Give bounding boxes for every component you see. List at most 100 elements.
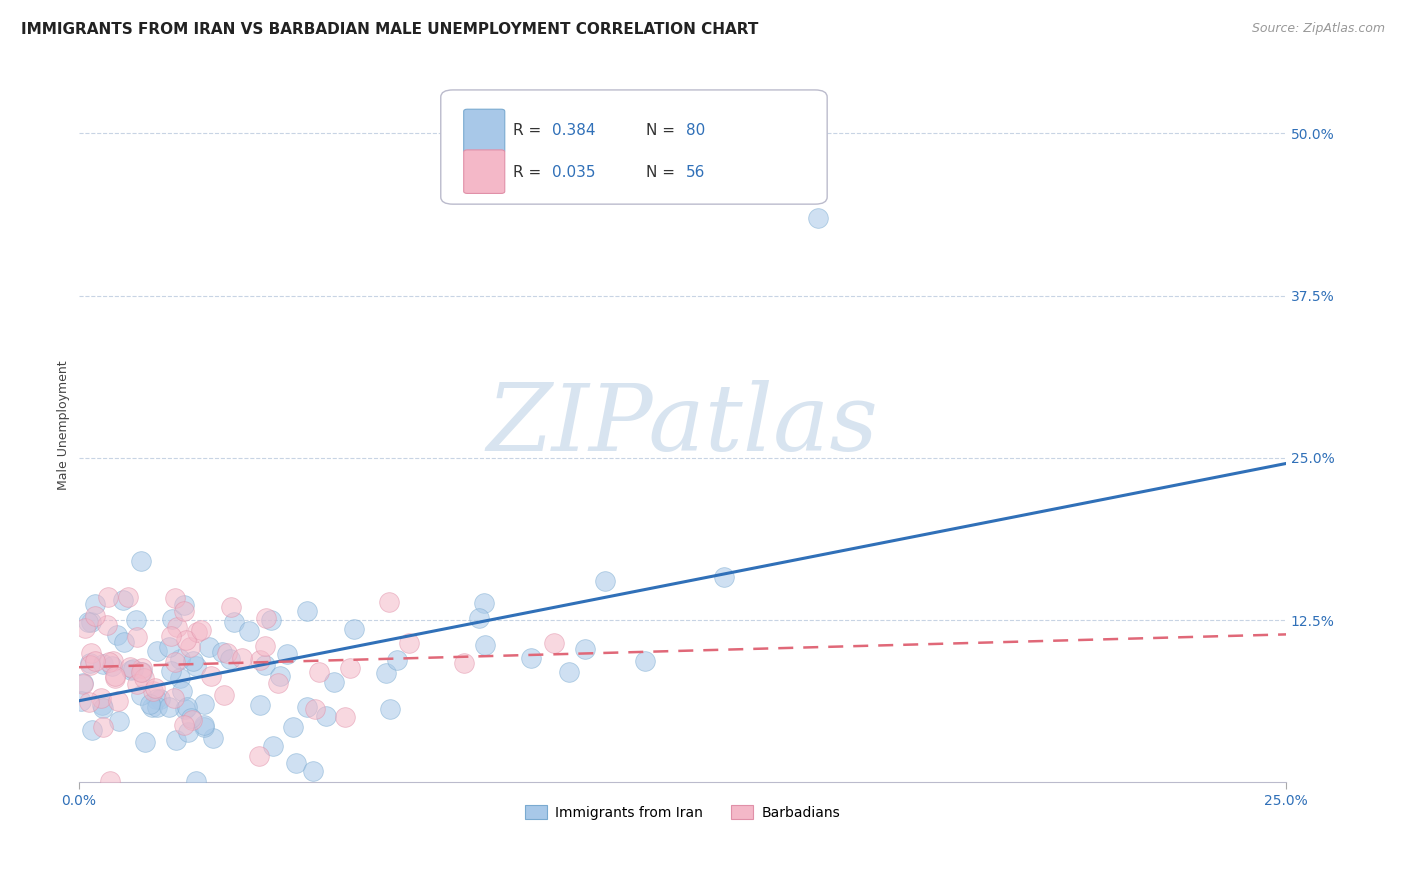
Point — [107, 694, 129, 708]
Point — [193, 698, 215, 712]
Point — [343, 622, 366, 636]
Point — [105, 628, 128, 642]
Point — [193, 718, 215, 732]
Point — [472, 596, 495, 610]
Point — [262, 739, 284, 753]
Point — [387, 653, 409, 667]
Point — [219, 600, 242, 615]
Point — [174, 632, 197, 647]
Point — [267, 675, 290, 690]
FancyBboxPatch shape — [440, 90, 827, 204]
Point — [79, 646, 101, 660]
Point — [79, 656, 101, 670]
Point — [169, 671, 191, 685]
Point — [90, 691, 112, 706]
Point — [193, 720, 215, 734]
Point — [231, 651, 253, 665]
Point — [211, 645, 233, 659]
Point — [163, 656, 186, 670]
Point — [378, 702, 401, 716]
Point — [269, 669, 291, 683]
Point — [315, 708, 337, 723]
Point — [125, 630, 148, 644]
Point — [181, 713, 204, 727]
Point — [254, 658, 277, 673]
Point — [398, 635, 420, 649]
Point — [304, 701, 326, 715]
Point — [323, 675, 346, 690]
Point — [179, 640, 201, 654]
Point — [91, 698, 114, 712]
Point — [91, 720, 114, 734]
Point — [75, 621, 97, 635]
Point — [212, 688, 235, 702]
Point — [145, 699, 167, 714]
Point — [138, 697, 160, 711]
Point — [247, 749, 270, 764]
Point — [83, 597, 105, 611]
Point — [80, 615, 103, 629]
Point — [145, 691, 167, 706]
Point — [190, 623, 212, 637]
Point — [558, 665, 581, 679]
Point — [283, 720, 305, 734]
Legend: Immigrants from Iran, Barbadians: Immigrants from Iran, Barbadians — [519, 800, 845, 825]
Point — [249, 698, 271, 712]
FancyBboxPatch shape — [464, 109, 505, 153]
Point — [453, 656, 475, 670]
Point — [125, 613, 148, 627]
Point — [284, 756, 307, 770]
Point — [84, 654, 107, 668]
Point — [72, 677, 94, 691]
Text: R =: R = — [513, 123, 547, 138]
Point — [97, 591, 120, 605]
Point — [134, 671, 156, 685]
Point — [335, 710, 357, 724]
Point — [297, 604, 319, 618]
Point — [91, 657, 114, 672]
Point — [378, 595, 401, 609]
Point — [142, 684, 165, 698]
Point — [169, 652, 191, 666]
Text: 0.035: 0.035 — [553, 164, 595, 179]
Point — [574, 642, 596, 657]
Point — [127, 677, 149, 691]
Point — [129, 689, 152, 703]
Point — [131, 661, 153, 675]
Point — [143, 681, 166, 695]
Point — [117, 591, 139, 605]
Y-axis label: Male Unemployment: Male Unemployment — [58, 360, 70, 491]
Point — [176, 699, 198, 714]
Point — [111, 593, 134, 607]
Point — [96, 617, 118, 632]
Point — [634, 654, 657, 668]
Point — [112, 635, 135, 649]
Point — [163, 690, 186, 705]
Point — [201, 731, 224, 746]
Point — [276, 648, 298, 662]
Point — [129, 554, 152, 568]
Point — [173, 603, 195, 617]
Point — [160, 664, 183, 678]
Point — [134, 735, 156, 749]
Point — [172, 684, 194, 698]
Point — [122, 661, 145, 675]
Point — [543, 636, 565, 650]
FancyBboxPatch shape — [464, 150, 505, 194]
Text: ZIPatlas: ZIPatlas — [486, 380, 879, 470]
Point — [118, 659, 141, 673]
Point — [173, 718, 195, 732]
Point — [215, 646, 238, 660]
Point — [98, 774, 121, 789]
Point — [222, 615, 245, 629]
Point — [157, 640, 180, 654]
Point — [238, 624, 260, 639]
Point — [80, 723, 103, 738]
Point — [474, 638, 496, 652]
Point — [141, 699, 163, 714]
Point — [468, 611, 491, 625]
Text: N =: N = — [645, 164, 681, 179]
Point — [149, 692, 172, 706]
Point — [177, 725, 200, 739]
Text: IMMIGRANTS FROM IRAN VS BARBADIAN MALE UNEMPLOYMENT CORRELATION CHART: IMMIGRANTS FROM IRAN VS BARBADIAN MALE U… — [21, 22, 758, 37]
